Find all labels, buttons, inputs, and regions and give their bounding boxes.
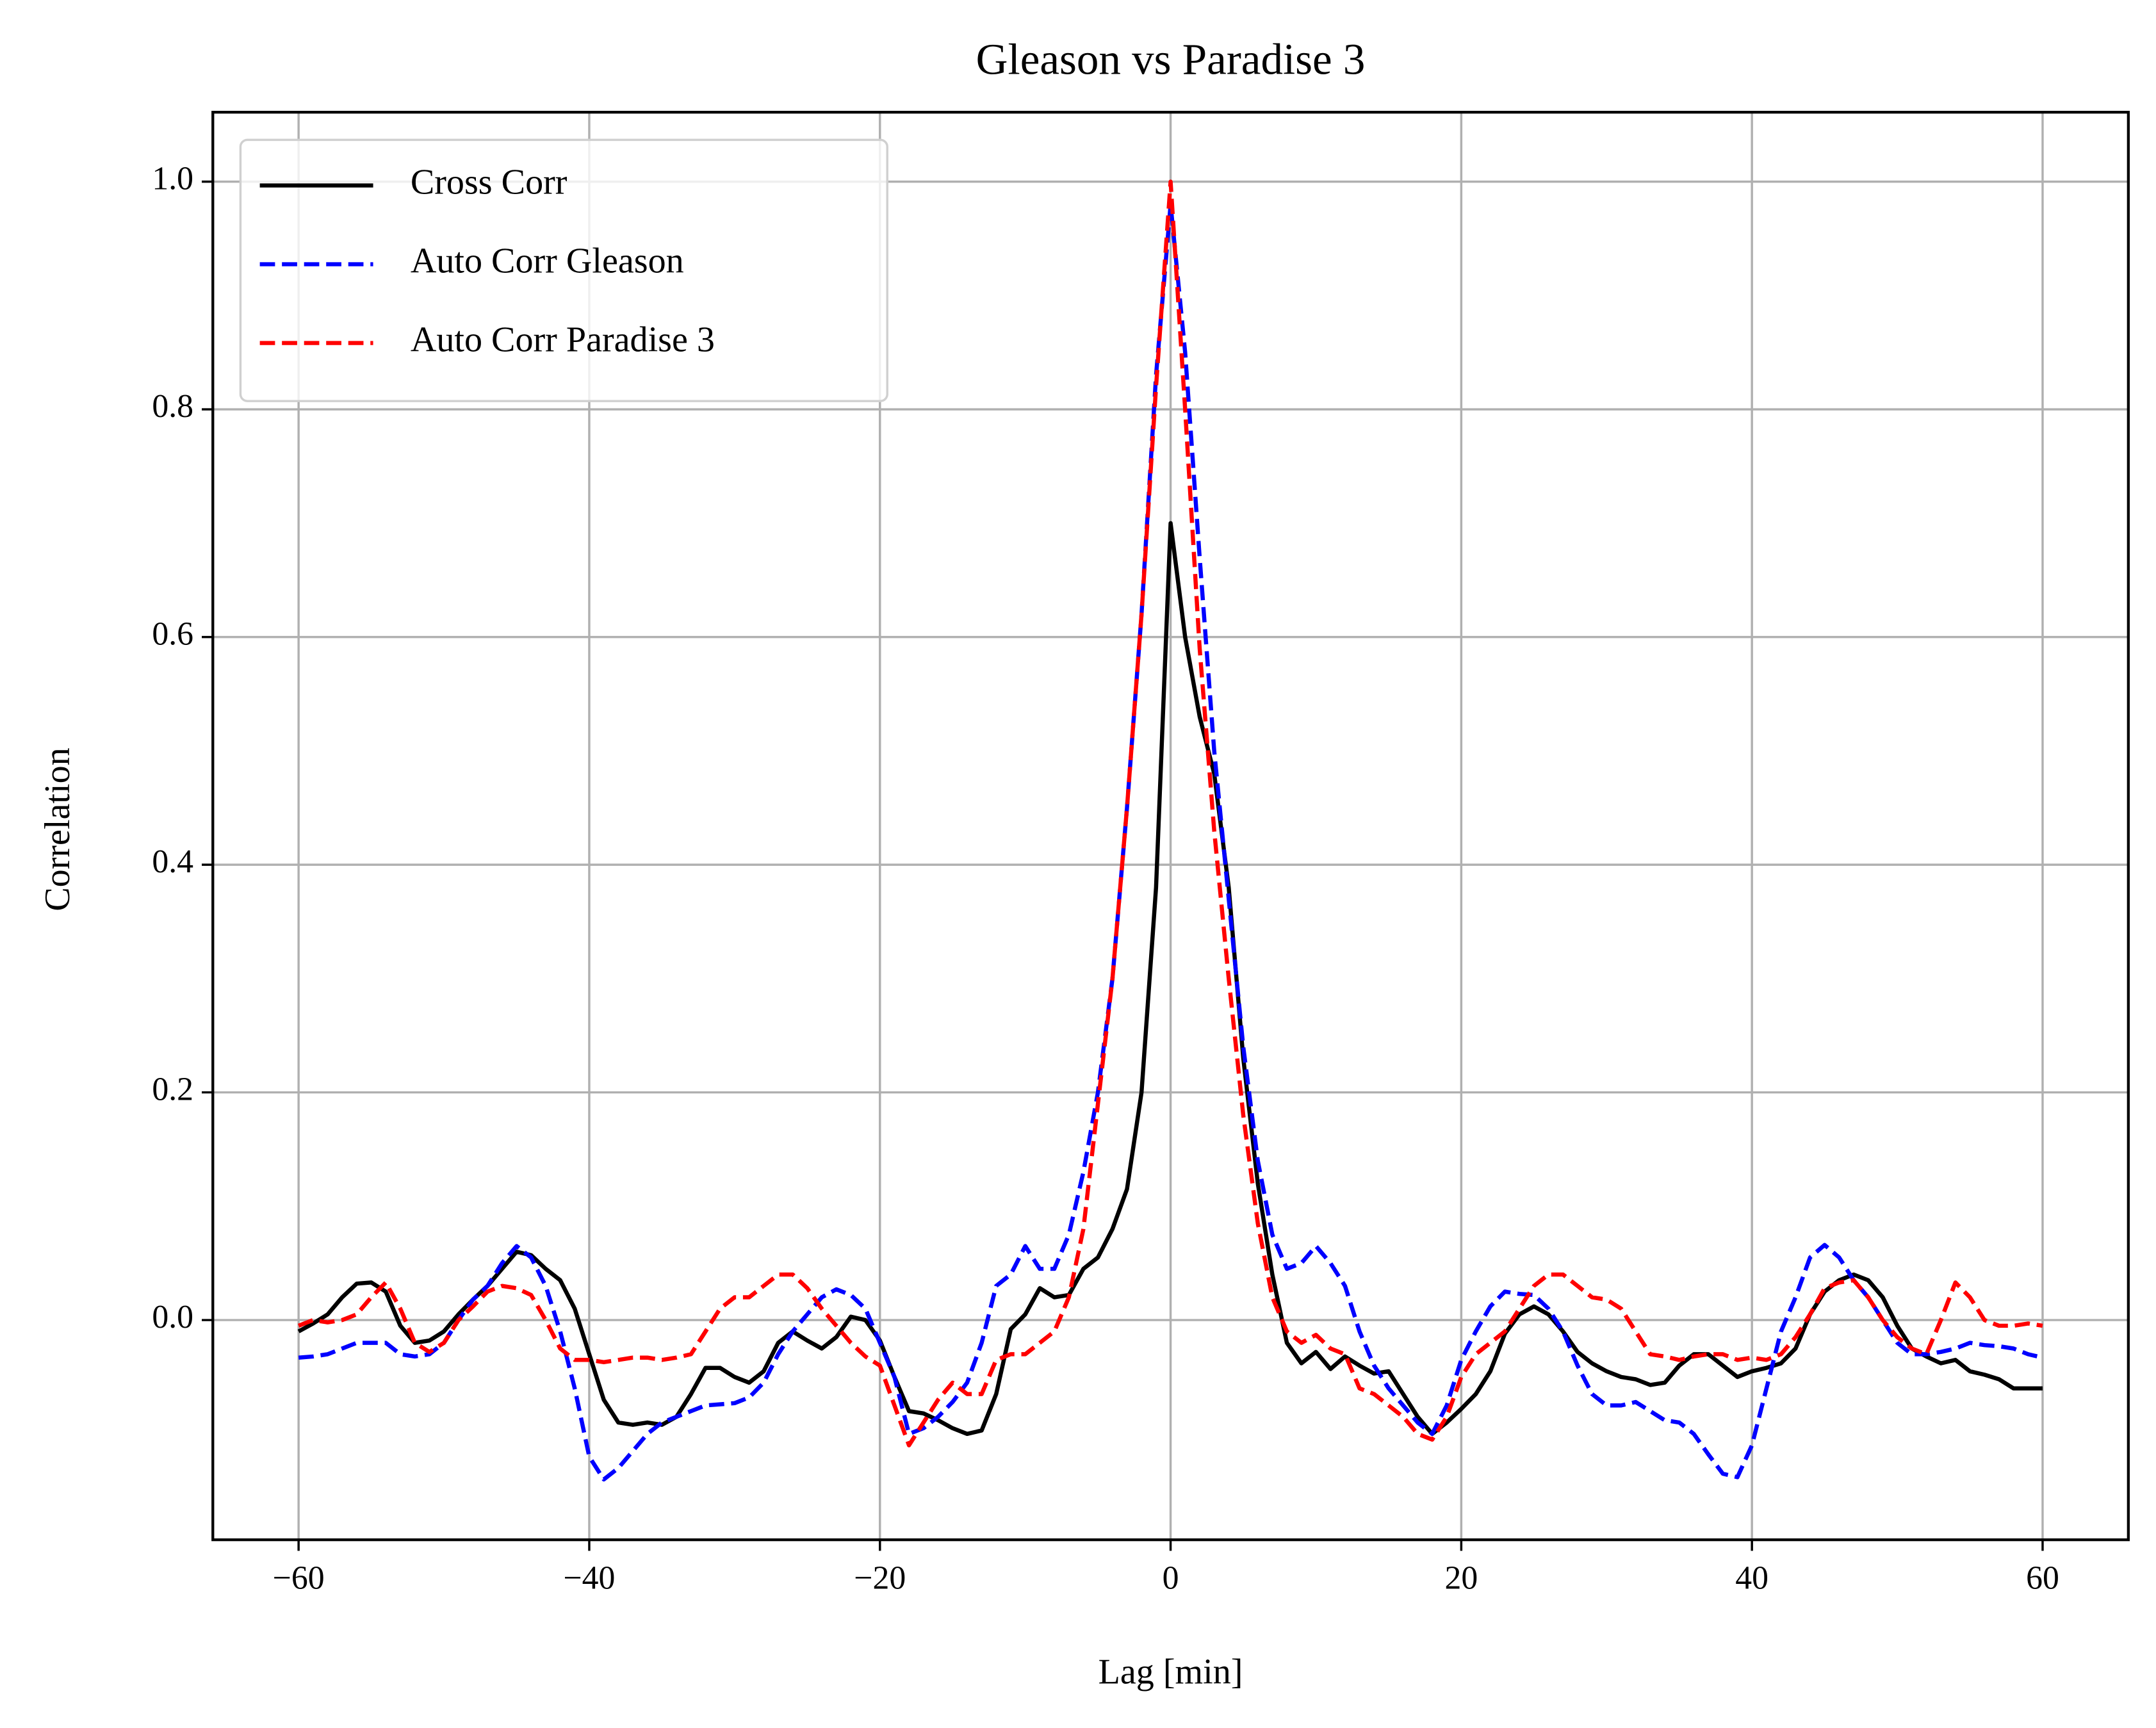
legend-label: Cross Corr [411,162,568,202]
x-tick-label: −40 [563,1560,615,1597]
y-tick-label: 0.4 [152,844,193,880]
legend: Cross Corr Auto Corr Gleason Auto Corr Par… [239,138,888,402]
x-tick-label: 0 [1163,1560,1179,1597]
x-tick-label: −60 [273,1560,325,1597]
x-tick-label: 20 [1444,1560,1478,1597]
ticks: −60 −40 −20 0 20 40 60 0.0 0.2 0.4 0.6 0.8 1.0 [152,161,2059,1597]
x-tick-label: 60 [2026,1560,2059,1597]
x-tick-label: −20 [854,1560,906,1597]
y-axis-label: Correlation [38,747,78,911]
series-line [297,179,2043,1447]
y-tick-label: 0.8 [152,388,193,425]
y-tick-label: 0.6 [152,616,193,653]
plot-area [297,179,2043,1482]
y-tick-label: 1.0 [152,161,193,197]
series-line [297,521,2043,1437]
legend-box [239,138,888,402]
x-tick-label: 40 [1735,1560,1768,1597]
x-axis-label: Lag [min] [1098,1652,1243,1691]
chart-title: Gleason vs Paradise 3 [976,35,1366,84]
y-tick-label: 0.0 [152,1299,193,1335]
y-tick-label: 0.2 [152,1071,193,1107]
legend-label: Auto Corr Gleason [411,241,684,281]
legend-label: Auto Corr Paradise 3 [411,320,715,359]
